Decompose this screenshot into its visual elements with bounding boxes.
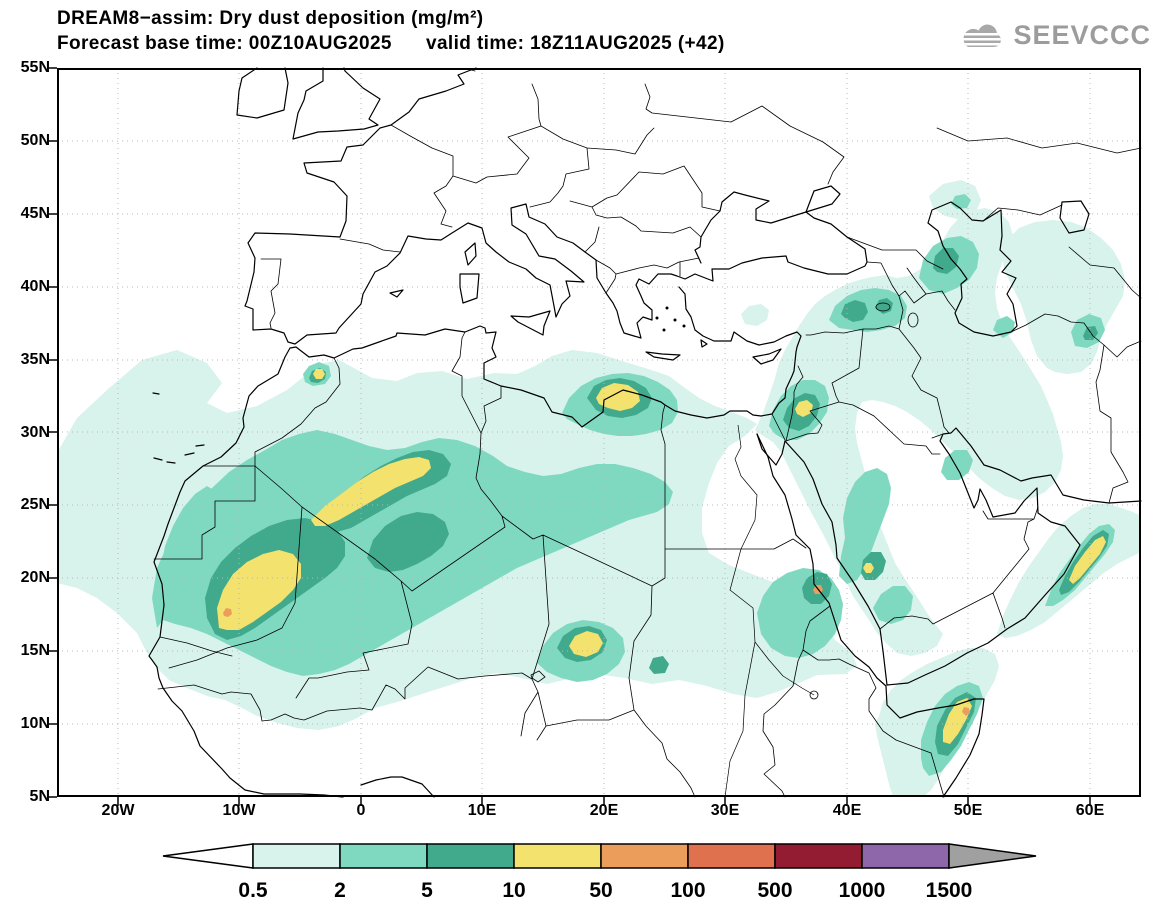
colorbar-segment [252,843,341,869]
lon-label: 40E [832,802,862,819]
lakes-and-rivers [530,302,919,798]
colorbar-segment [426,843,515,869]
colorbar-segment [687,843,776,869]
colorbar-tick-label: 0.5 [238,879,268,902]
lat-label: 45N [20,205,50,222]
lon-label: 60E [1075,802,1105,819]
graticule-grid [57,68,1141,797]
lon-label: 0 [356,802,366,819]
dust-contours-level-10 [217,369,1106,744]
map-frame [57,68,1141,797]
colorbar-tick-label: 5 [421,879,433,902]
lat-label: 30N [20,424,50,441]
seevccc-logo: SEEVCCC [956,20,1151,51]
country-borders [153,68,1142,798]
colorbar-arrow-right [948,843,1037,869]
lat-label: 5N [29,788,50,805]
lon-label: 10W [222,802,256,819]
lat-label: 25N [20,496,50,513]
colorbar-tick-label: 100 [670,879,705,902]
lon-label: 10E [467,802,497,819]
lat-label: 20N [20,569,50,586]
colorbar-tick-label: 1500 [926,879,973,902]
colorbar-tick-label: 500 [757,879,792,902]
lat-label: 15N [20,642,50,659]
lat-label: 55N [20,59,50,76]
colorbar-segment [600,843,689,869]
map-canvas [49,67,1142,806]
lon-label: 50E [953,802,983,819]
colorbar-segment [339,843,428,869]
lat-label: 35N [20,351,50,368]
colorbar-segment [513,843,602,869]
colorbar-tick-label: 10 [502,879,525,902]
cloud-icon [963,24,1002,47]
colorbar-tick-label: 1000 [839,879,886,902]
colorbar: 0.5 2 5 10 50 100 500 1000 1500 [162,843,1037,902]
logo-text: SEEVCCC [1013,20,1151,50]
axis-ticks [49,67,1091,806]
lon-label: 20W [101,802,135,819]
lat-label: 40N [20,278,50,295]
lat-label: 50N [20,132,50,149]
colorbar-arrow-left [162,843,254,869]
plot-title: DREAM8−assim: Dry dust deposition (mg/m²… [57,8,484,29]
lat-label: 10N [20,715,50,732]
colorbar-tick-label: 50 [589,879,612,902]
colorbar-segment [861,843,950,869]
colorbar-segment [774,843,863,869]
plot-subtitle: Forecast base time: 00Z10AUG2025 valid t… [57,33,725,54]
colorbar-tick-label: 2 [334,879,346,902]
lon-label: 30E [710,802,740,819]
coastlines [148,67,1142,798]
lon-label: 20E [589,802,619,819]
